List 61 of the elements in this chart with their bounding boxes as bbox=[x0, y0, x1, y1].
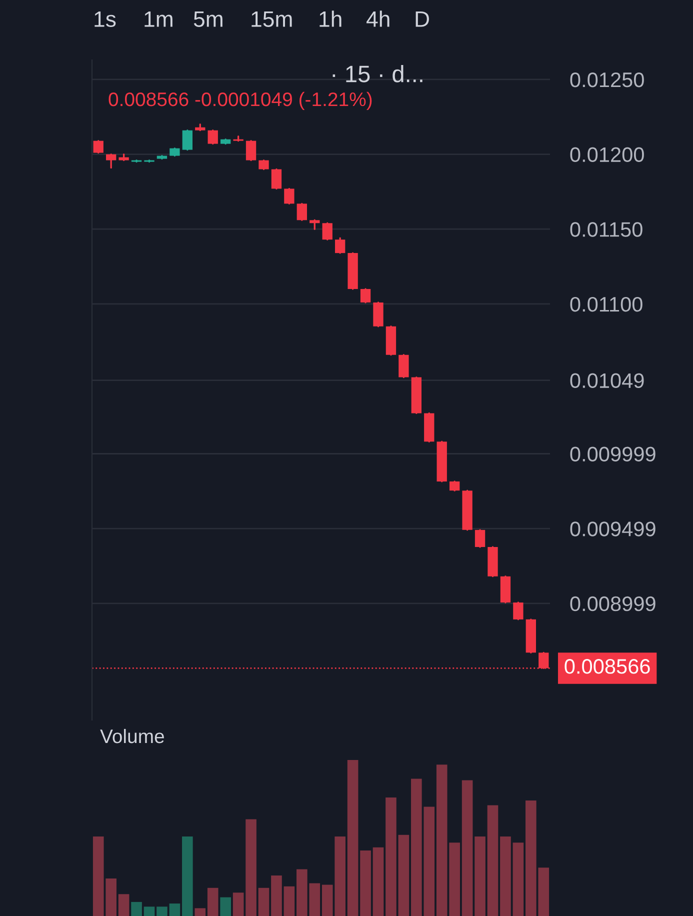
y-tick-label: 0.01250 bbox=[570, 72, 644, 88]
candlestick bbox=[334, 237, 346, 254]
bar bbox=[156, 906, 168, 916]
candlestick bbox=[246, 140, 256, 162]
bar bbox=[360, 850, 371, 916]
bar bbox=[487, 805, 498, 916]
y-tick-label: 0.01150 bbox=[570, 222, 642, 237]
text: 5m bbox=[194, 11, 222, 27]
bar bbox=[462, 780, 473, 916]
bar bbox=[284, 886, 295, 916]
bar bbox=[258, 888, 270, 916]
bar bbox=[372, 847, 384, 916]
bar bbox=[182, 836, 193, 916]
text: 1s bbox=[94, 11, 116, 27]
candlestick bbox=[106, 153, 116, 169]
bar bbox=[169, 904, 180, 916]
candlestick bbox=[284, 188, 294, 205]
y-tick-label: 0.009999 bbox=[570, 446, 656, 462]
text: D bbox=[416, 11, 429, 27]
y-tick-label: 0.01049 bbox=[570, 373, 644, 388]
bar bbox=[386, 797, 396, 916]
bar bbox=[512, 842, 524, 916]
candlestick bbox=[449, 480, 460, 492]
bar bbox=[144, 906, 155, 916]
candlestick bbox=[233, 135, 244, 142]
candlestick bbox=[360, 288, 371, 304]
candlestick bbox=[182, 130, 193, 151]
bar bbox=[474, 836, 486, 916]
bar bbox=[271, 875, 282, 916]
y-tick-label: 0.008999 bbox=[570, 596, 656, 612]
bar bbox=[131, 902, 142, 916]
bar bbox=[398, 834, 410, 916]
candlestick bbox=[322, 222, 332, 240]
bar bbox=[194, 908, 206, 916]
bar bbox=[500, 836, 511, 916]
bar bbox=[118, 894, 130, 916]
ref-line-label: 0.008566 bbox=[564, 659, 650, 674]
text: 1m bbox=[144, 11, 172, 27]
y-tick-label: 0.01200 bbox=[570, 147, 644, 162]
bar bbox=[220, 897, 231, 916]
candlestick bbox=[271, 168, 282, 190]
chart-title: Volume bbox=[100, 728, 164, 744]
candlestick bbox=[208, 130, 218, 145]
candlestick bbox=[474, 529, 486, 548]
bar bbox=[246, 819, 256, 916]
chart-title: · 15 · d... bbox=[332, 64, 422, 82]
y-tick-label: 0.009499 bbox=[570, 522, 656, 536]
candlestick bbox=[144, 159, 154, 163]
bar bbox=[347, 760, 358, 916]
bar bbox=[232, 892, 244, 916]
candlestick bbox=[513, 602, 524, 620]
candlestick bbox=[93, 140, 104, 154]
text: 15m bbox=[252, 11, 292, 27]
candlestick bbox=[398, 354, 409, 378]
candlestick bbox=[296, 202, 308, 221]
candlestick bbox=[373, 302, 384, 328]
y-tick-label: 0.01100 bbox=[570, 296, 642, 312]
bar bbox=[207, 888, 218, 916]
annotation: 0.008566 -0.0001049 (-1.21%) bbox=[108, 92, 372, 110]
text: 4h bbox=[366, 10, 390, 27]
text: 1h bbox=[320, 10, 342, 27]
